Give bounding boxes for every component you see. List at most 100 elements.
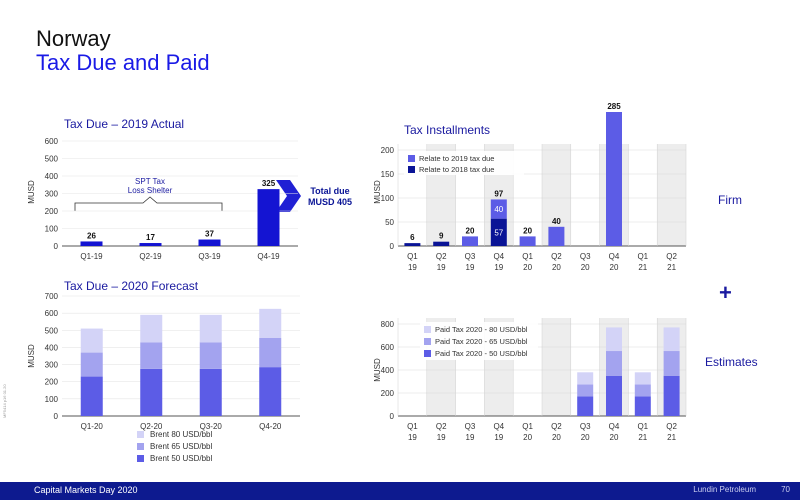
legend-box	[420, 322, 538, 360]
bar-segment	[140, 368, 163, 416]
x-tick-label: 19	[466, 433, 475, 442]
x-tick-label: 19	[408, 263, 417, 272]
x-tick-label: Q1	[407, 422, 418, 431]
x-tick-label: Q4	[493, 422, 504, 431]
x-tick-label: 21	[638, 263, 647, 272]
legend-label: Paid Tax 2020 - 50 USD/bbl	[435, 349, 528, 358]
legend-label: Brent 65 USD/bbl	[150, 442, 212, 451]
x-tick-label: 19	[437, 263, 446, 272]
page-subtitle: Tax Due and Paid	[36, 50, 210, 75]
y-axis-label: MUSD	[373, 180, 382, 204]
y-tick-label: 200	[45, 207, 59, 216]
y-tick-label: 300	[45, 361, 59, 370]
data-label: 20	[466, 226, 475, 235]
x-tick-label: 20	[552, 433, 561, 442]
bar-segment	[606, 375, 622, 416]
x-tick-label: 20	[610, 433, 619, 442]
y-tick-label: 500	[45, 155, 59, 164]
footer-bar: Capital Markets Day 2020 Lundin Petroleu…	[0, 482, 800, 500]
data-label: 9	[439, 232, 444, 241]
bar-segment	[606, 351, 622, 376]
x-tick-label: 19	[466, 263, 475, 272]
x-tick-label: Q2	[666, 422, 677, 431]
x-tick-label: Q2-20	[140, 422, 163, 431]
x-tick-label: Q1	[522, 422, 533, 431]
segment-label: 57	[494, 228, 503, 237]
total-due-line1: Total due	[310, 186, 349, 196]
y-tick-label: 600	[45, 137, 59, 146]
bar-segment	[663, 351, 680, 376]
y-tick-label: 500	[45, 326, 59, 335]
y-axis-label: MUSD	[27, 344, 36, 368]
total-arrow-icon	[276, 180, 301, 212]
y-tick-label: 100	[381, 194, 395, 203]
data-label: 26	[87, 231, 96, 240]
bar-segment	[259, 308, 282, 338]
x-tick-label: Q1	[637, 252, 648, 261]
legend-label: Brent 80 USD/bbl	[150, 430, 212, 439]
bar-segment	[462, 236, 478, 246]
bar-segment	[634, 372, 651, 385]
x-tick-label: Q1	[522, 252, 533, 261]
x-tick-label: Q3	[465, 252, 476, 261]
x-tick-label: 21	[667, 433, 676, 442]
y-tick-label: 150	[381, 170, 395, 179]
forecast-chart-title: Tax Due – 2020 Forecast	[64, 279, 199, 293]
legend-label: Paid Tax 2020 - 65 USD/bbl	[435, 337, 528, 346]
x-tick-label: Q3	[580, 252, 591, 261]
actual-chart-title: Tax Due – 2019 Actual	[64, 117, 185, 131]
bar-segment	[577, 396, 594, 416]
bar-segment	[140, 314, 163, 343]
x-tick-label: 20	[610, 263, 619, 272]
data-label: 325	[262, 179, 276, 188]
bar-segment	[634, 384, 651, 397]
x-tick-label: 20	[581, 263, 590, 272]
x-tick-label: Q3-19	[198, 252, 221, 261]
x-tick-label: 19	[437, 433, 446, 442]
data-label: 40	[552, 217, 561, 226]
x-tick-label: 21	[638, 433, 647, 442]
bracket-label-line2: Loss Shelter	[128, 186, 173, 195]
bar-segment	[490, 199, 507, 219]
x-tick-label: Q4-19	[257, 252, 280, 261]
column-shade	[657, 144, 686, 246]
bar-segment	[577, 372, 594, 385]
bar-segment	[80, 352, 103, 377]
x-tick-label: Q3	[580, 422, 591, 431]
x-tick-label: 19	[494, 433, 503, 442]
y-tick-label: 200	[381, 146, 395, 155]
x-tick-label: Q2	[436, 422, 447, 431]
x-tick-label: Q2	[666, 252, 677, 261]
legend-box	[404, 151, 524, 175]
column-shade	[542, 318, 571, 416]
legend-label: Relate to 2018 tax due	[419, 165, 494, 174]
y-tick-label: 800	[381, 320, 395, 329]
page-number: 70	[781, 485, 790, 494]
y-tick-label: 200	[381, 389, 395, 398]
bracket-label-line1: SPT Tax	[135, 177, 165, 186]
data-label: 97	[494, 189, 503, 198]
bar-segment	[606, 112, 622, 246]
plus-sign: +	[719, 280, 732, 305]
bar-segment	[199, 368, 222, 416]
bar-segment	[80, 328, 103, 353]
legend-swatch	[424, 350, 431, 357]
bar-segment	[490, 218, 507, 246]
y-tick-label: 600	[381, 343, 395, 352]
footer-company: Lundin Petroleum	[693, 485, 756, 494]
bar-segment	[548, 226, 565, 246]
x-tick-label: 20	[523, 263, 532, 272]
footer-event: Capital Markets Day 2020	[34, 485, 138, 495]
x-tick-label: 19	[408, 433, 417, 442]
legend-swatch	[137, 431, 144, 438]
x-tick-label: Q1	[637, 422, 648, 431]
bar-segment	[259, 338, 282, 368]
legend-swatch	[137, 443, 144, 450]
legend-label: Relate to 2019 tax due	[419, 154, 494, 163]
bar	[139, 243, 162, 246]
data-label: 20	[523, 226, 532, 235]
legend-swatch	[137, 455, 144, 462]
